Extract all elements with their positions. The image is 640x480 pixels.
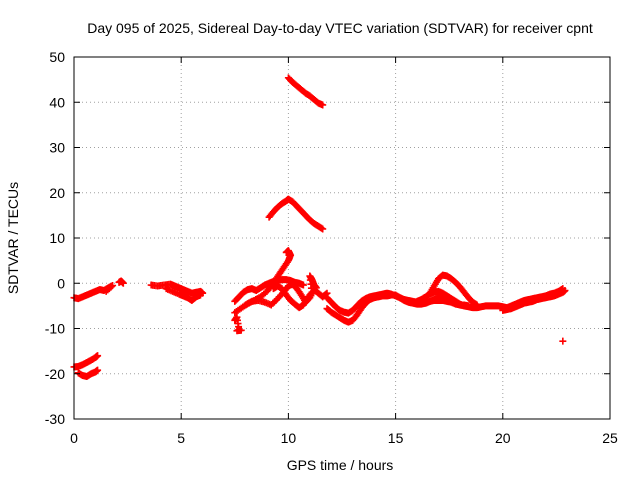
series-track-a bbox=[70, 282, 117, 303]
series-track-l bbox=[265, 195, 327, 233]
series-track-m bbox=[284, 74, 327, 109]
data-point bbox=[460, 302, 468, 310]
data-point bbox=[196, 291, 204, 299]
series-track-k bbox=[269, 272, 320, 312]
data-point bbox=[319, 101, 327, 109]
y-tick-label: 20 bbox=[49, 185, 65, 201]
y-axis-label: SDTVAR / TECUs bbox=[5, 182, 21, 294]
y-tick-label: -30 bbox=[45, 411, 65, 427]
x-tick-label: 5 bbox=[177, 430, 185, 446]
series-track-s bbox=[559, 337, 567, 345]
x-tick-label: 25 bbox=[602, 430, 618, 446]
grid bbox=[74, 57, 610, 419]
data-point bbox=[559, 337, 567, 345]
y-tick-label: 30 bbox=[49, 140, 65, 156]
series-track-b bbox=[115, 277, 127, 287]
data-point bbox=[322, 290, 330, 298]
y-tick-label: 50 bbox=[49, 49, 65, 65]
series-track-f bbox=[162, 285, 204, 304]
data-point bbox=[94, 352, 102, 360]
series-track-d bbox=[74, 366, 102, 380]
chart-title: Day 095 of 2025, Sidereal Day-to-day VTE… bbox=[87, 20, 593, 36]
y-tick-label: 0 bbox=[57, 275, 65, 291]
x-tick-label: 10 bbox=[281, 430, 297, 446]
data-point bbox=[119, 279, 127, 287]
series-track-o bbox=[323, 289, 472, 317]
data-point bbox=[561, 286, 569, 294]
y-tick-label: -10 bbox=[45, 321, 65, 337]
series-track-c bbox=[70, 352, 102, 371]
data-point bbox=[282, 248, 290, 256]
data-point bbox=[102, 287, 110, 295]
series-track-q bbox=[413, 287, 468, 310]
data-marks bbox=[70, 74, 569, 380]
series-track-i bbox=[231, 313, 245, 335]
tick-labels: 0 5 10 15 20 25 50 40 30 20 10 0 -10 -20 -30 bbox=[45, 49, 618, 446]
data-point bbox=[312, 284, 320, 292]
data-point bbox=[319, 225, 327, 233]
data-point bbox=[237, 326, 245, 334]
axis-ticks bbox=[73, 56, 611, 420]
data-point bbox=[94, 366, 102, 374]
x-tick-label: 0 bbox=[70, 430, 78, 446]
series-track-r bbox=[499, 286, 569, 314]
data-point bbox=[473, 301, 481, 309]
y-tick-label: 10 bbox=[49, 230, 65, 246]
y-tick-label: -20 bbox=[45, 366, 65, 382]
y-tick-label: 40 bbox=[49, 94, 65, 110]
x-tick-label: 15 bbox=[388, 430, 404, 446]
x-axis-label: GPS time / hours bbox=[287, 457, 394, 473]
x-tick-label: 20 bbox=[495, 430, 511, 446]
data-point bbox=[299, 281, 307, 289]
